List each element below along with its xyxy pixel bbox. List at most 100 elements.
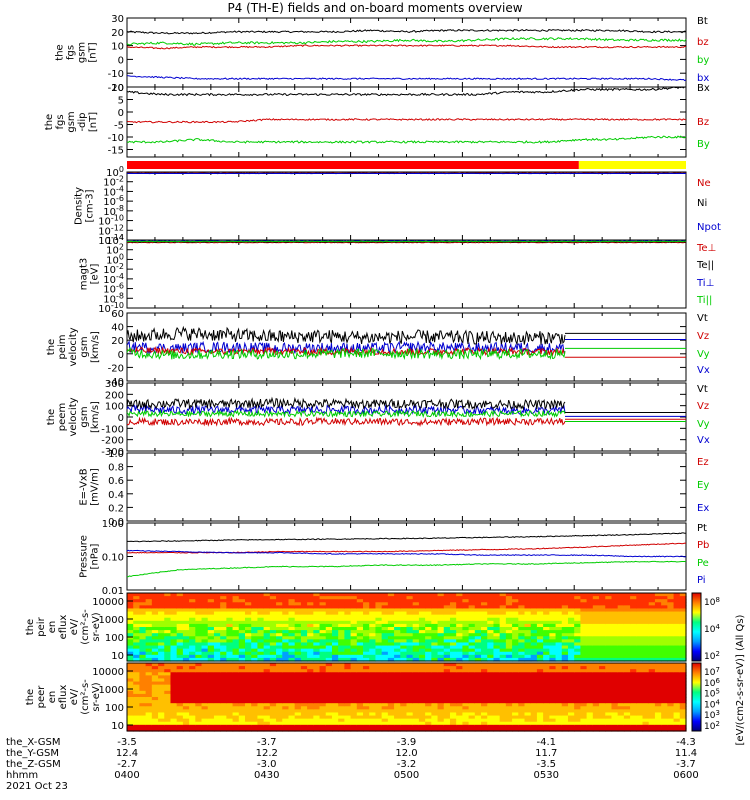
spectrogram-cell: [599, 602, 606, 606]
spectrogram-cell: [127, 687, 134, 692]
spectrogram-cell: [605, 663, 613, 667]
spectrogram-cell: [356, 684, 364, 689]
spectrogram-cell: [599, 727, 606, 732]
spectrogram-cell: [338, 724, 345, 729]
spectrogram-cell: [630, 700, 637, 704]
spectrogram-cell: [251, 703, 259, 707]
spectrogram-cell: [642, 684, 650, 689]
y-tick-label: 10: [111, 83, 124, 94]
spectrogram-cell: [574, 654, 582, 659]
spectrogram-cell: [586, 669, 594, 673]
spectrogram-cell: [437, 715, 445, 720]
spectrogram-cell: [400, 593, 408, 597]
spectrogram-cell: [623, 721, 631, 726]
spectrogram-cell: [673, 672, 681, 676]
spectrogram-cell: [667, 605, 675, 610]
spectrogram-cell: [344, 605, 352, 610]
spectrogram-cell: [605, 690, 613, 695]
spectrogram-cell: [425, 614, 432, 619]
spectrogram-cell: [648, 608, 656, 613]
spectrogram-cell: [213, 675, 221, 680]
spectrogram-cell: [418, 678, 426, 683]
spectrogram-cell: [238, 636, 246, 640]
spectrogram-cell: [288, 684, 296, 689]
spectrogram-cell: [530, 639, 538, 644]
spectrogram-cell: [338, 697, 345, 701]
spectrogram-cell: [499, 663, 507, 667]
spectrogram-cell: [369, 700, 377, 704]
spectrogram-cell: [549, 678, 557, 683]
spectrogram-cell: [158, 712, 165, 717]
spectrogram-cell: [133, 666, 141, 670]
y-tick-label: 100: [105, 703, 124, 714]
spectrogram-cell: [630, 651, 637, 656]
spectrogram-cell: [232, 599, 240, 603]
spectrogram-cell: [325, 697, 333, 701]
spectrogram-cell: [462, 678, 470, 683]
spectrogram-cell: [269, 657, 277, 662]
spectrogram-cell: [530, 687, 538, 692]
spectrogram-cell: [493, 697, 501, 701]
spectrogram-cell: [437, 693, 445, 698]
spectrogram-cell: [679, 709, 687, 714]
spectrogram-cell: [213, 627, 221, 631]
spectrogram-cell: [611, 721, 619, 726]
spectrogram-cell: [481, 614, 488, 619]
spectrogram-cell: [642, 617, 650, 622]
spectrogram-cell: [127, 703, 134, 707]
spectrogram-cell: [418, 697, 426, 701]
spectrogram-cell: [238, 627, 246, 631]
spectrogram-cell: [170, 715, 178, 720]
spectrogram-cell: [599, 700, 606, 704]
spectrogram-cell: [443, 672, 451, 676]
spectrogram-cell: [431, 620, 439, 625]
spectrogram-cell: [474, 718, 482, 723]
spectrogram-cell: [437, 672, 445, 676]
spectrogram-cell: [195, 657, 203, 662]
spectrogram-cell: [580, 715, 588, 720]
spectrogram-cell: [493, 666, 501, 670]
spectrogram-cell: [363, 724, 370, 729]
spectrogram-cell: [543, 727, 550, 732]
legend-fgs-3: bx: [697, 73, 709, 84]
spectrogram-cell: [387, 712, 395, 717]
spectrogram-cell: [257, 693, 265, 698]
spectrogram-cell: [543, 623, 550, 628]
spectrogram-cell: [294, 602, 302, 606]
spectrogram-cell: [263, 620, 271, 625]
spectrogram-cell: [300, 700, 308, 704]
spectrogram-cell: [282, 620, 290, 625]
spectrogram-cell: [443, 718, 451, 723]
ylabel-line: peir: [36, 616, 47, 636]
spectrogram-cell: [294, 614, 302, 619]
spectrogram-cell: [468, 602, 476, 606]
ylabel-line: velocity: [68, 397, 79, 436]
spectrogram-cell: [549, 636, 557, 640]
spectrogram-cell: [375, 718, 383, 723]
spectrogram-cell: [623, 715, 631, 720]
spectrogram-cell: [158, 690, 165, 695]
spectrogram-cell: [387, 623, 395, 628]
spectrogram-cell: [667, 651, 675, 656]
spectrogram-cell: [599, 715, 606, 720]
spectrogram-cell: [536, 666, 544, 670]
spectrogram-cell: [679, 599, 687, 603]
spectrogram-cell: [282, 721, 290, 726]
spectrogram-cell: [145, 623, 153, 628]
spectrogram-cell: [418, 602, 426, 606]
spectrogram-cell: [406, 703, 414, 707]
spectrogram-cell: [412, 687, 420, 692]
spectrogram-cell: [158, 636, 165, 640]
spectrogram-cell: [493, 718, 501, 723]
spectrogram-cell: [642, 715, 650, 720]
spectrogram-cell: [325, 645, 333, 650]
spectrogram-cell: [170, 712, 178, 717]
spectrogram-cell: [257, 700, 265, 704]
spectrogram-cell: [269, 724, 277, 729]
spectrogram-cell: [133, 639, 141, 644]
spectrogram-cell: [176, 651, 184, 656]
spectrogram-cell: [505, 620, 513, 625]
spectrogram-cell: [536, 706, 544, 710]
spectrogram-cell: [344, 675, 352, 680]
spectrogram-cell: [518, 614, 526, 619]
